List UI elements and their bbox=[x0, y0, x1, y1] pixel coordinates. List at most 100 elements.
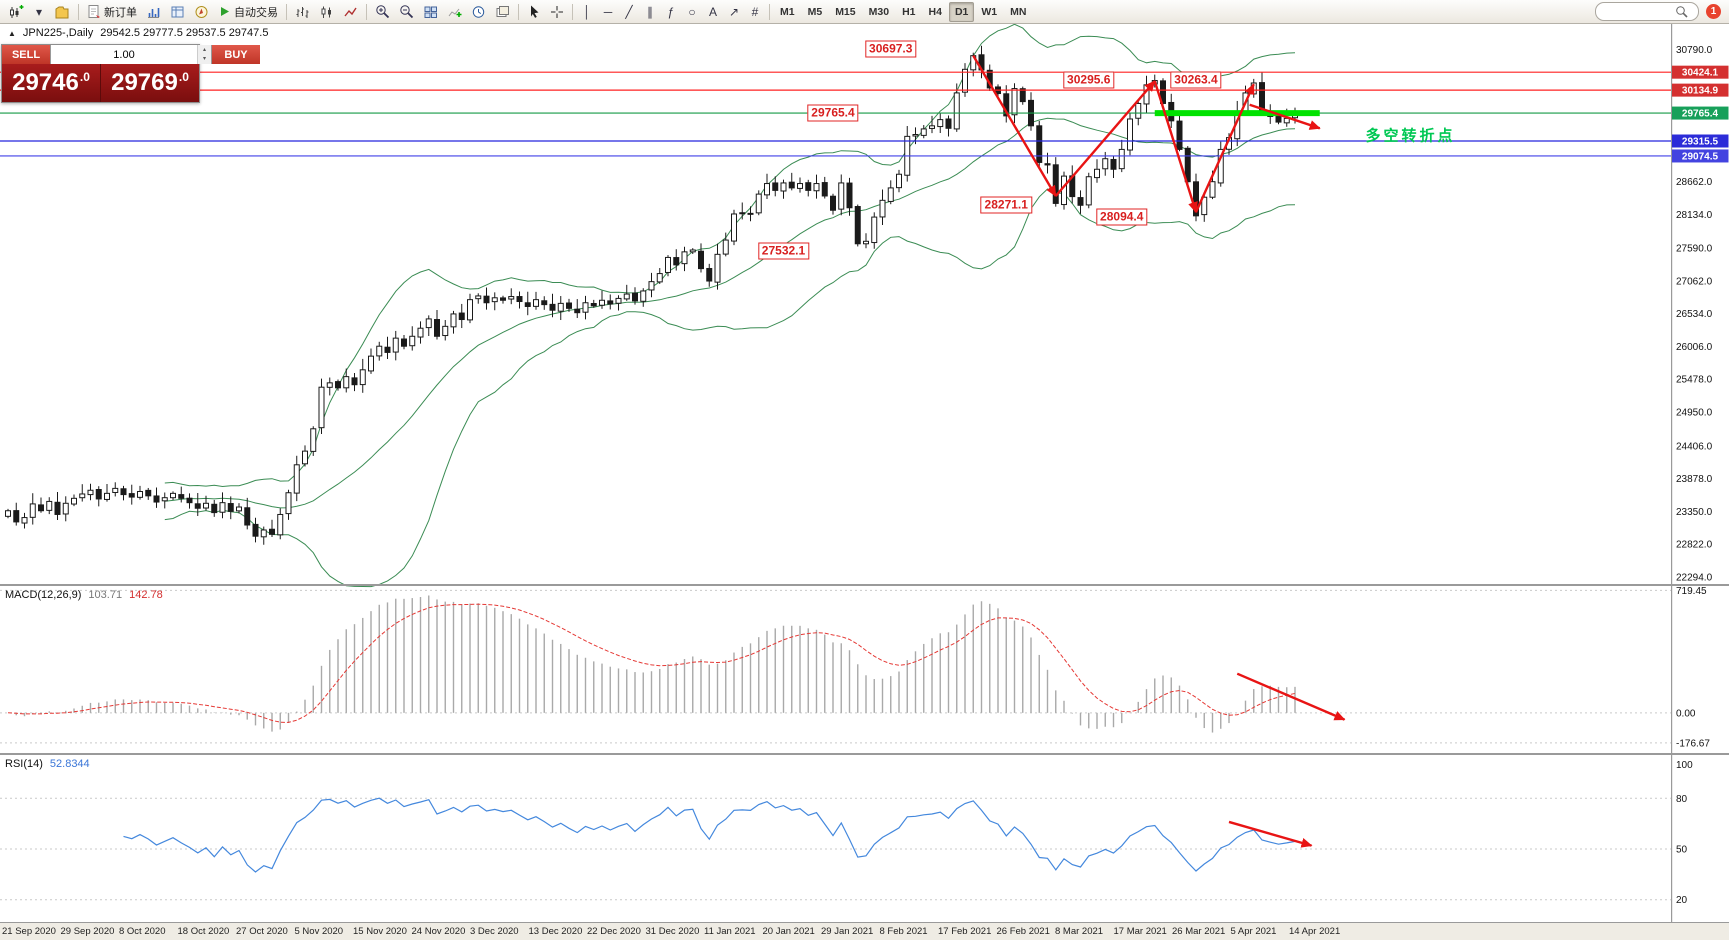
search-input[interactable] bbox=[1601, 5, 1675, 18]
shapes-button[interactable]: ○ bbox=[682, 2, 702, 22]
price-scale-label: 23878.0 bbox=[1676, 474, 1713, 485]
price-badge-label: 30424.1 bbox=[1682, 68, 1719, 79]
candlestick-button[interactable] bbox=[315, 2, 338, 22]
horizontal-line-button[interactable]: ─ bbox=[598, 2, 618, 22]
indicators-plus-icon bbox=[448, 8, 462, 17]
grid-icon: # bbox=[751, 4, 759, 19]
sell-price-decimal: .0 bbox=[79, 70, 90, 84]
panel-separator[interactable] bbox=[0, 584, 1729, 586]
navigator-button[interactable] bbox=[190, 2, 213, 22]
crosshair-button[interactable] bbox=[546, 2, 568, 22]
data-window-button[interactable] bbox=[166, 2, 189, 22]
fibonacci-button[interactable]: ƒ bbox=[661, 2, 681, 22]
new-order-button[interactable]: 新订单 bbox=[83, 2, 141, 22]
indicators-button[interactable] bbox=[443, 2, 466, 22]
date-label: 5 Nov 2020 bbox=[295, 926, 344, 937]
trendline-button[interactable]: ╱ bbox=[619, 2, 639, 22]
autotrading-button[interactable]: 自动交易 bbox=[214, 2, 282, 22]
date-axis[interactable] bbox=[0, 922, 1729, 940]
buy-price[interactable]: 29769.0 bbox=[100, 64, 199, 102]
channel-button[interactable]: ∥ bbox=[640, 2, 660, 22]
rsi-down-arrow[interactable] bbox=[1228, 820, 1313, 848]
panel-separator[interactable] bbox=[0, 753, 1729, 755]
zoom-in-button[interactable] bbox=[371, 2, 394, 22]
toolbar: ▾ 新订单 自动交易 bbox=[0, 0, 1729, 24]
price-badge bbox=[1672, 83, 1729, 97]
price-annotation[interactable]: 30263.4 bbox=[1170, 71, 1222, 89]
cursor-button[interactable] bbox=[523, 2, 545, 22]
price-annotation[interactable]: 27532.1 bbox=[757, 242, 810, 260]
line-chart-button[interactable] bbox=[339, 2, 362, 22]
timeframe-button-M30[interactable]: M30 bbox=[863, 2, 895, 22]
new-chart-button[interactable] bbox=[4, 2, 28, 22]
zigzag-arrow[interactable] bbox=[1194, 83, 1255, 213]
date-label: 11 Jan 2021 bbox=[704, 926, 756, 937]
timeframe-button-H1[interactable]: H1 bbox=[896, 2, 921, 22]
macd-value-signal: 142.78 bbox=[129, 589, 163, 601]
sell-button[interactable]: SELL bbox=[2, 45, 50, 64]
buy-button[interactable]: BUY bbox=[212, 45, 260, 64]
clock-icon bbox=[472, 5, 485, 18]
price-annotation[interactable]: 30697.3 bbox=[865, 40, 917, 58]
zigzag-arrow[interactable] bbox=[972, 55, 1057, 197]
fibonacci-icon: ƒ bbox=[667, 4, 675, 19]
sell-price[interactable]: 29746.0 bbox=[2, 64, 100, 102]
bollinger-bands bbox=[164, 23, 1296, 588]
price-annotation[interactable]: 28094.4 bbox=[1096, 208, 1148, 226]
zigzag-arrow[interactable] bbox=[1054, 80, 1156, 197]
price-annotation[interactable]: 28271.1 bbox=[980, 196, 1032, 214]
profiles-button[interactable] bbox=[50, 2, 74, 22]
notification-badge[interactable]: 1 bbox=[1706, 4, 1721, 19]
timeframe-button-MN[interactable]: MN bbox=[1004, 2, 1032, 22]
bar-chart-button[interactable] bbox=[291, 2, 314, 22]
date-label: 29 Sep 2020 bbox=[61, 926, 115, 937]
zigzag-arrow[interactable] bbox=[1153, 80, 1198, 214]
sell-price-main: 29746 bbox=[12, 69, 79, 96]
date-label: 31 Dec 2020 bbox=[646, 926, 700, 937]
price-scale-label: 28134.0 bbox=[1676, 210, 1713, 221]
rsi-label: RSI(14) 52.8344 bbox=[5, 758, 90, 770]
price-scale-label: 26006.0 bbox=[1676, 342, 1713, 353]
macd-signal-line bbox=[7, 603, 1296, 723]
tile-windows-button[interactable] bbox=[419, 2, 442, 22]
autotrading-label: 自动交易 bbox=[234, 6, 278, 19]
vertical-line-button[interactable]: │ bbox=[577, 2, 597, 22]
timeframe-button-D1[interactable]: D1 bbox=[948, 1, 975, 22]
periods-button[interactable] bbox=[467, 2, 490, 22]
one-click-toggle-icon[interactable]: ▲ bbox=[8, 28, 16, 38]
zoom-out-button[interactable] bbox=[395, 2, 418, 22]
candlestick-icon bbox=[321, 6, 331, 18]
price-annotation[interactable]: 30295.6 bbox=[1063, 71, 1115, 89]
date-label: 14 Apr 2021 bbox=[1289, 926, 1340, 937]
date-label: 3 Dec 2020 bbox=[470, 926, 519, 937]
chart-menu-caret[interactable]: ▾ bbox=[29, 2, 49, 22]
buy-price-main: 29769 bbox=[111, 69, 178, 96]
horizontal-line-icon: ─ bbox=[603, 4, 613, 19]
volume-input[interactable] bbox=[51, 45, 197, 64]
timeframe-button-M15[interactable]: M15 bbox=[829, 2, 861, 22]
macd-down-arrow[interactable] bbox=[1236, 672, 1346, 721]
volume-up-button[interactable]: ▴ bbox=[198, 45, 211, 55]
templates-button[interactable] bbox=[491, 2, 514, 22]
date-label: 26 Mar 2021 bbox=[1172, 926, 1225, 937]
timeframe-button-M1[interactable]: M1 bbox=[774, 2, 801, 22]
timeframe-button-W1[interactable]: W1 bbox=[975, 2, 1003, 22]
date-label: 21 Sep 2020 bbox=[2, 926, 56, 937]
text-button[interactable]: A bbox=[703, 2, 723, 22]
turning-point-note[interactable]: 多空转折点 bbox=[1365, 127, 1456, 144]
volume-down-button[interactable]: ▾ bbox=[198, 54, 211, 64]
timeframe-button-M5[interactable]: M5 bbox=[802, 2, 829, 22]
price-annotation[interactable]: 29765.4 bbox=[807, 104, 859, 122]
timeframe-group: M1 M5 M15 M30 H1 H4 D1 W1 MN bbox=[774, 1, 1032, 22]
date-label: 8 Oct 2020 bbox=[119, 926, 165, 937]
chart-ohlc-values: 29542.5 29777.5 29537.5 29747.5 bbox=[100, 27, 269, 39]
market-watch-button[interactable] bbox=[142, 2, 165, 22]
grid-button[interactable]: # bbox=[745, 2, 765, 22]
trend-arrow[interactable] bbox=[1249, 103, 1321, 130]
arrows-button[interactable]: ↗ bbox=[724, 2, 744, 22]
price-scale-label: 22294.0 bbox=[1676, 572, 1713, 583]
data-window-icon bbox=[171, 6, 184, 17]
date-label: 27 Oct 2020 bbox=[236, 926, 288, 937]
timeframe-button-H4[interactable]: H4 bbox=[923, 2, 948, 22]
